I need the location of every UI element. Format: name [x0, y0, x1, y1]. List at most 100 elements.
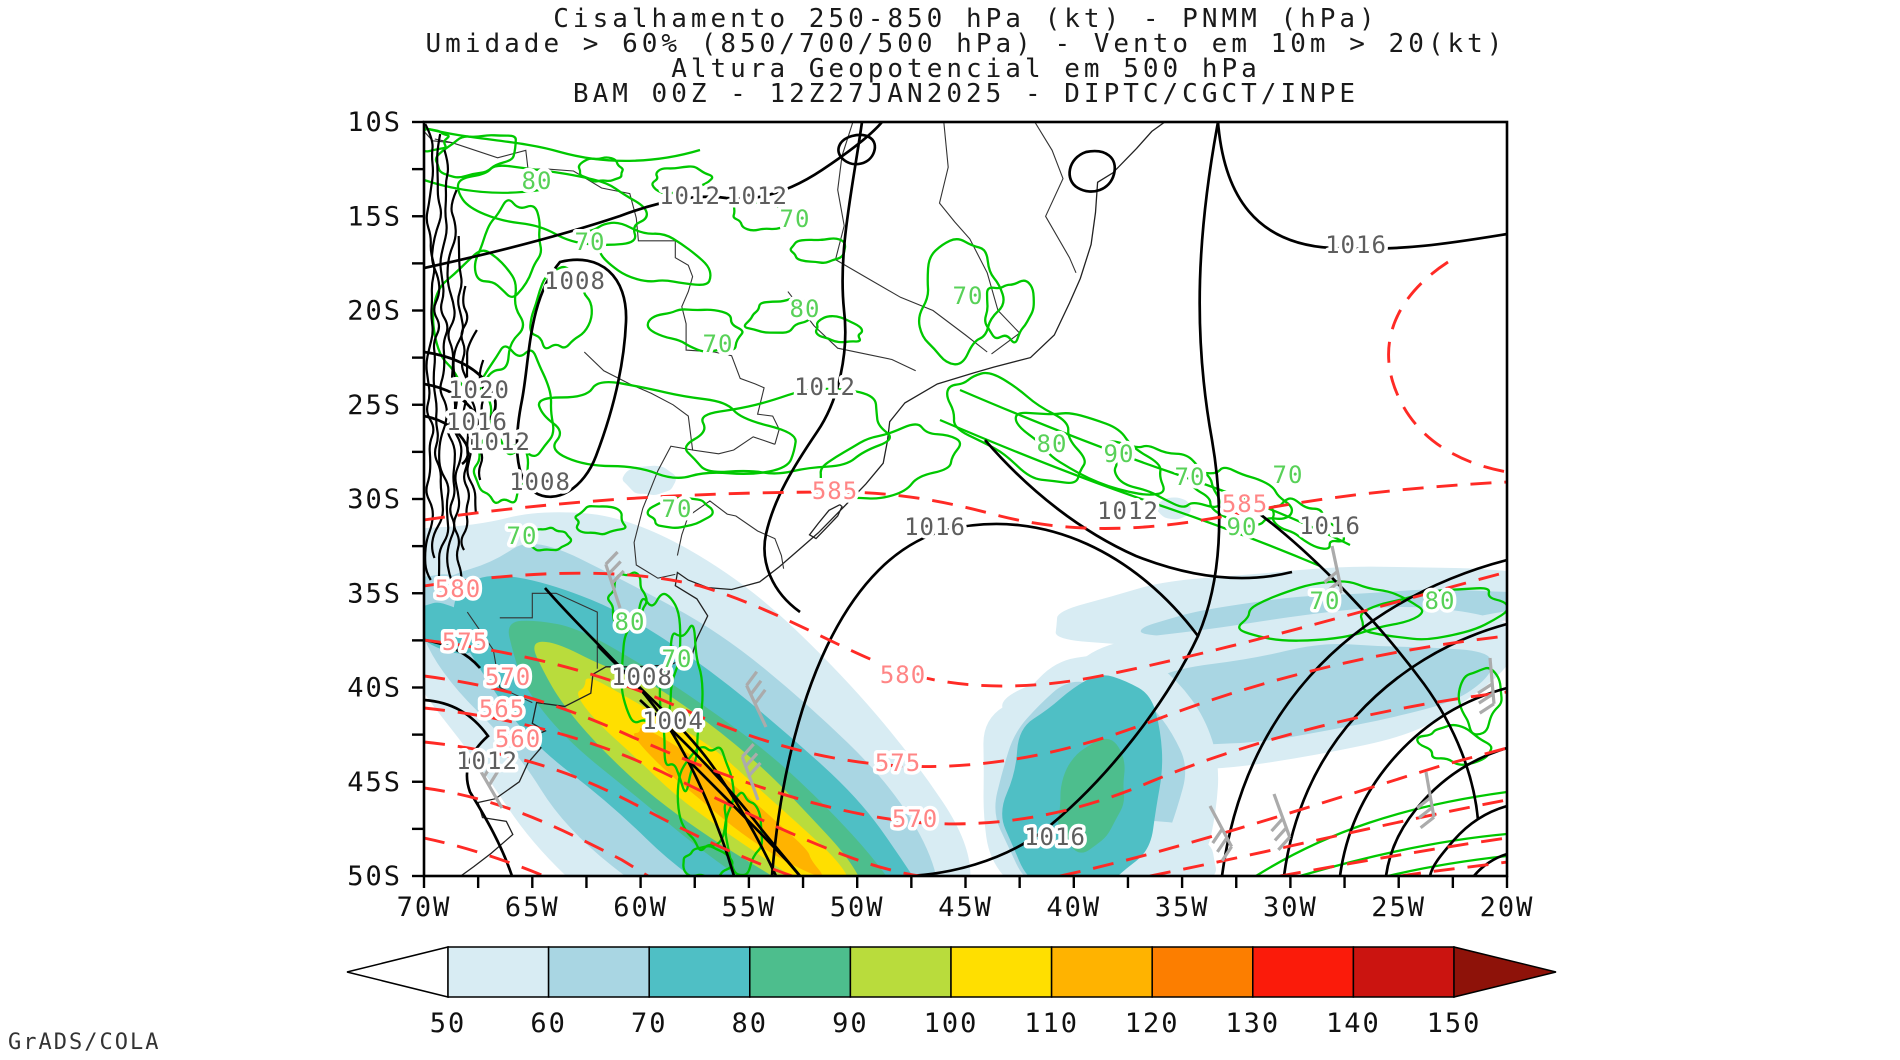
geopotential-contour-label: 580 [880, 661, 926, 689]
humidity-contour-label: 70 [575, 228, 606, 256]
colorbar-segment [749, 946, 852, 998]
wind-barb [477, 752, 504, 809]
colorbar-segment [1252, 946, 1355, 998]
title-line-3: Altura Geopotencial em 500 hPa [671, 54, 1261, 84]
y-axis-label: 40S [347, 673, 402, 704]
colorbar-label: 80 [732, 1008, 769, 1039]
wind-barb [745, 670, 768, 728]
humidity-contour-label: 80 [615, 608, 646, 636]
colorbar-segment [849, 946, 952, 998]
pressure-contour-label: 1012 [469, 428, 531, 456]
wind-barb [604, 550, 625, 609]
humidity-contour-labels: 80 70 70 80 70 70 80 90 70 70 90 70 80 70 70 80 70 [503, 164, 1458, 677]
pressure-contour-label: 1008 [509, 468, 571, 496]
colorbar-label: 140 [1326, 1008, 1381, 1039]
colorbar-label: 120 [1125, 1008, 1180, 1039]
humidity-contour-label: 90 [1227, 513, 1258, 541]
colorbar-label: 100 [924, 1008, 979, 1039]
geopotential-contour-label: 560 [495, 725, 541, 753]
x-axis-label: 70W [397, 892, 452, 923]
colorbar-label: 60 [530, 1008, 567, 1039]
colorbar-segment [950, 946, 1053, 998]
colorbar-label: 130 [1225, 1008, 1280, 1039]
geopotential-contour-label: 580 [435, 575, 481, 603]
pressure-contour-label: 1012 [456, 747, 518, 775]
x-axis-label: 20W [1480, 892, 1535, 923]
colorbar-segment [648, 946, 751, 998]
y-axis-label: 25S [347, 390, 402, 421]
y-axis-label: 10S [347, 107, 402, 138]
colorbar-segment [547, 946, 650, 998]
colorbar-segment [447, 946, 550, 998]
wind-barb [1323, 545, 1344, 604]
x-axis-label: 30W [1263, 892, 1318, 923]
geopotential-contour-label: 575 [442, 628, 488, 656]
geopotential-contour-label: 585 [1222, 490, 1268, 518]
y-axis-label: 15S [347, 201, 402, 232]
colorbar-over-arrow [1453, 946, 1557, 998]
pressure-contour-label: 1016 [446, 408, 508, 436]
y-axis-label: 30S [347, 484, 402, 515]
y-axis-label: 20S [347, 296, 402, 327]
humidity-contour-label: 70 [662, 645, 693, 673]
x-axis-label: 50W [830, 892, 885, 923]
colorbar: 50 60 70 80 90 100 110 120 130 140 150 [346, 946, 1557, 1039]
pressure-contour-label: 1008 [544, 267, 606, 295]
axes: 70W 65W 60W 55W 50W 45W 40W 35W 30W 25W 20W 10S 15S 2… [347, 107, 1535, 923]
humidity-contour-label: 70 [703, 330, 734, 358]
humidity-contour-label: 70 [780, 205, 811, 233]
pressure-contour-label: 1016 [1325, 231, 1387, 259]
wind-barb [740, 743, 762, 801]
y-axis-label: 50S [347, 861, 402, 892]
x-axis-label: 35W [1155, 892, 1210, 923]
wind-barbs [477, 545, 1496, 862]
x-axis-label: 45W [938, 892, 993, 923]
humidity-contour-label: 70 [1273, 461, 1304, 489]
wind-barb [1477, 657, 1496, 715]
geopotential-contour-label: 570 [485, 663, 531, 691]
pressure-contour-label: 1016 [904, 513, 966, 541]
pressure-contour-label: 1016 [1024, 823, 1086, 851]
humidity-contours [424, 126, 1507, 876]
x-axis-label: 65W [505, 892, 560, 923]
wind-barb [1270, 793, 1292, 851]
geopotential-contour-label: 565 [479, 695, 525, 723]
humidity-contour-label: 70 [953, 282, 984, 310]
grads-credit: GrADS/COLA [8, 1030, 161, 1055]
colorbar-label: 70 [631, 1008, 668, 1039]
geopotential-contour-label: 575 [875, 749, 921, 777]
pressure-contour-label: 1008 [611, 663, 673, 691]
geopotential-contour-label: 570 [892, 805, 938, 833]
humidity-contour-label: 70 [507, 522, 538, 550]
humidity-contour-label: 80 [1425, 587, 1456, 615]
geopotential-contours [424, 260, 1507, 876]
pressure-contour-label: 1016 [1299, 512, 1361, 540]
colorbar-label: 50 [430, 1008, 467, 1039]
colorbar-label: 90 [832, 1008, 869, 1039]
colorbar-under-arrow [346, 946, 449, 998]
colorbar-segment [1151, 946, 1254, 998]
y-axis-label: 35S [347, 578, 402, 609]
colorbar-segment [1050, 946, 1153, 998]
x-axis-label: 55W [722, 892, 777, 923]
x-axis-label: 25W [1371, 892, 1426, 923]
title-line-1: Cisalhamento 250-850 hPa (kt) - PNMM (hP… [553, 4, 1379, 34]
colorbar-segment [1352, 946, 1455, 998]
pressure-contour-label: 1012 [1097, 497, 1159, 525]
humidity-contour-label: 70 [662, 495, 693, 523]
x-axis-label: 60W [613, 892, 668, 923]
pressure-contour-label: 1020 [448, 376, 510, 404]
wind-barb [1416, 771, 1436, 830]
pressure-contour-label: 1004 [642, 707, 704, 735]
title-line-4: BAM 00Z - 12Z27JAN2025 - DIPTC/CGCT/INPE [572, 79, 1360, 109]
humidity-contour-label: 70 [1175, 463, 1206, 491]
humidity-contour-label: 70 [1310, 587, 1341, 615]
wind-barb [1208, 805, 1234, 862]
geopotential-contour-label: 585 [812, 477, 858, 505]
pressure-contour-label: 1012 [726, 182, 788, 210]
pressure-contour-label: 1012 [659, 182, 721, 210]
